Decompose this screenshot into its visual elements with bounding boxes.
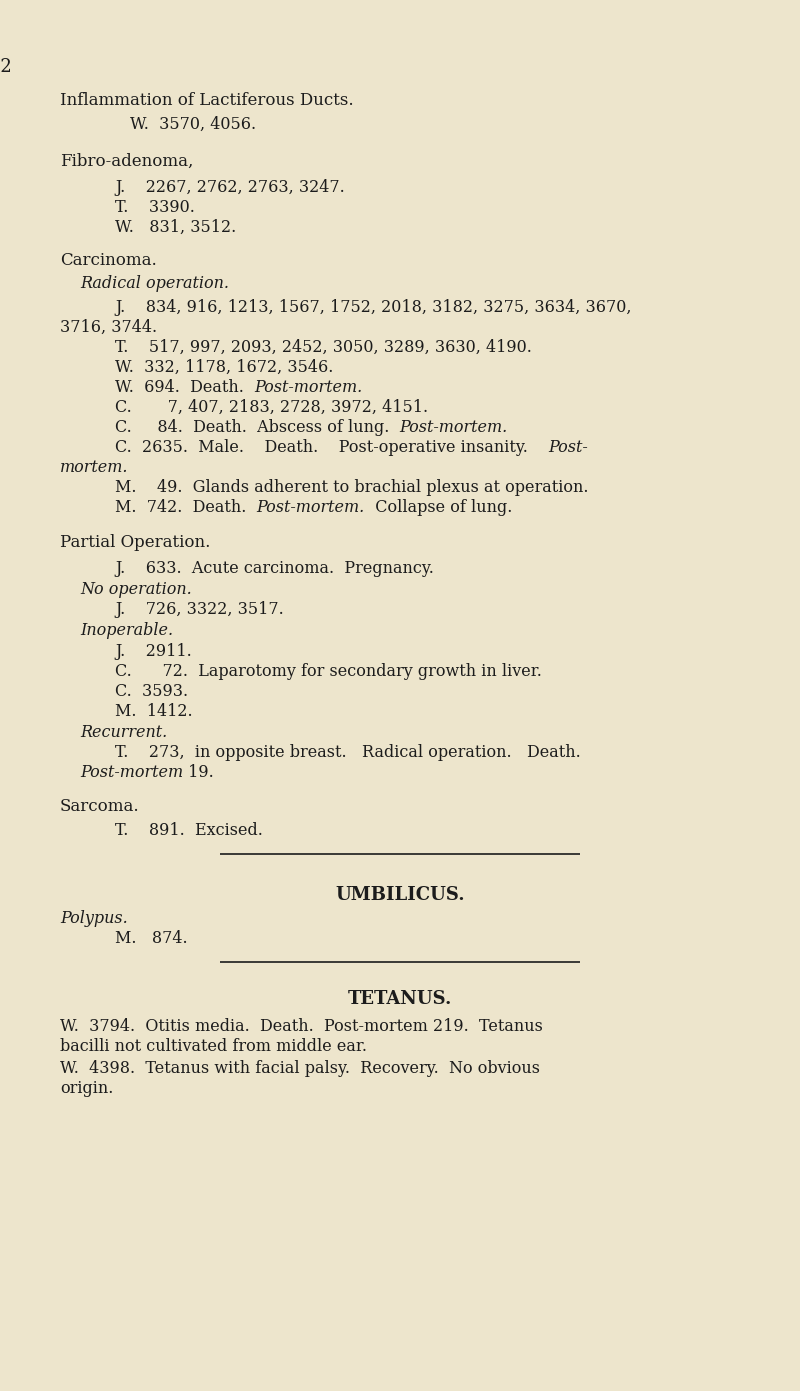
Text: Inoperable.: Inoperable. — [80, 622, 173, 638]
Text: 3716, 3744.: 3716, 3744. — [60, 319, 157, 337]
Text: M.   874.: M. 874. — [115, 931, 188, 947]
Text: Fibro-adenoma,: Fibro-adenoma, — [60, 153, 194, 170]
Text: Recurrent.: Recurrent. — [80, 723, 167, 741]
Text: Partial Operation.: Partial Operation. — [60, 534, 210, 551]
Text: W.  332, 1178, 1672, 3546.: W. 332, 1178, 1672, 3546. — [115, 359, 334, 376]
Text: W.  694.  Death.: W. 694. Death. — [115, 378, 254, 396]
Text: C.  3593.: C. 3593. — [115, 683, 188, 700]
Text: 19.: 19. — [183, 764, 214, 780]
Text: Collapse of lung.: Collapse of lung. — [365, 499, 512, 516]
Text: J.    834, 916, 1213, 1567, 1752, 2018, 3182, 3275, 3634, 3670,: J. 834, 916, 1213, 1567, 1752, 2018, 318… — [115, 299, 631, 316]
Text: C.       7, 407, 2183, 2728, 3972, 4151.: C. 7, 407, 2183, 2728, 3972, 4151. — [115, 399, 428, 416]
Text: W.  4398.  Tetanus with facial palsy.  Recovery.  No obvious: W. 4398. Tetanus with facial palsy. Reco… — [60, 1060, 540, 1077]
Text: T.    273,  in opposite breast.   Radical operation.   Death.: T. 273, in opposite breast. Radical oper… — [115, 744, 581, 761]
Text: Post-mortem: Post-mortem — [80, 764, 183, 780]
Text: Sarcoma.: Sarcoma. — [60, 798, 140, 815]
Text: J.    2911.: J. 2911. — [115, 643, 192, 659]
Text: T.    517, 997, 2093, 2452, 3050, 3289, 3630, 4190.: T. 517, 997, 2093, 2452, 3050, 3289, 363… — [115, 339, 532, 356]
Text: Post-mortem.: Post-mortem. — [400, 419, 508, 435]
Text: C.  2635.  Male.    Death.    Post-operative insanity.: C. 2635. Male. Death. Post-operative ins… — [115, 440, 548, 456]
Text: origin.: origin. — [60, 1079, 114, 1097]
Text: W.  3794.  Otitis media.  Death.  Post-mortem 219.  Tetanus: W. 3794. Otitis media. Death. Post-morte… — [60, 1018, 543, 1035]
Text: Post-mortem.: Post-mortem. — [257, 499, 365, 516]
Text: M.  1412.: M. 1412. — [115, 702, 193, 721]
Text: M.    49.  Glands adherent to brachial plexus at operation.: M. 49. Glands adherent to brachial plexu… — [115, 479, 589, 497]
Text: bacilli not cultivated from middle ear.: bacilli not cultivated from middle ear. — [60, 1038, 367, 1054]
Text: J.    726, 3322, 3517.: J. 726, 3322, 3517. — [115, 601, 284, 618]
Text: J.    633.  Acute carcinoma.  Pregnancy.: J. 633. Acute carcinoma. Pregnancy. — [115, 561, 434, 577]
Text: Post-mortem.: Post-mortem. — [254, 378, 362, 396]
Text: C.     84.  Death.  Abscess of lung.: C. 84. Death. Abscess of lung. — [115, 419, 400, 435]
Text: W.   831, 3512.: W. 831, 3512. — [115, 218, 236, 236]
Text: No operation.: No operation. — [80, 581, 192, 598]
Text: T.    3390.: T. 3390. — [115, 199, 195, 216]
Text: Polypus.: Polypus. — [60, 910, 128, 926]
Text: UMBILICUS.: UMBILICUS. — [335, 886, 465, 904]
Text: TETANUS.: TETANUS. — [348, 990, 452, 1008]
Text: T.    891.  Excised.: T. 891. Excised. — [115, 822, 263, 839]
Text: Inflammation of Lactiferous Ducts.: Inflammation of Lactiferous Ducts. — [60, 92, 354, 108]
Text: W.  3570, 4056.: W. 3570, 4056. — [130, 115, 256, 134]
Text: mortem.: mortem. — [60, 459, 129, 476]
Text: C.      72.  Laparotomy for secondary growth in liver.: C. 72. Laparotomy for secondary growth i… — [115, 664, 542, 680]
Text: Radical operation.: Radical operation. — [80, 275, 229, 292]
Text: Post-: Post- — [548, 440, 588, 456]
Text: 52: 52 — [0, 58, 12, 77]
Text: J.    2267, 2762, 2763, 3247.: J. 2267, 2762, 2763, 3247. — [115, 179, 345, 196]
Text: M.  742.  Death.: M. 742. Death. — [115, 499, 257, 516]
Text: Carcinoma.: Carcinoma. — [60, 252, 157, 268]
